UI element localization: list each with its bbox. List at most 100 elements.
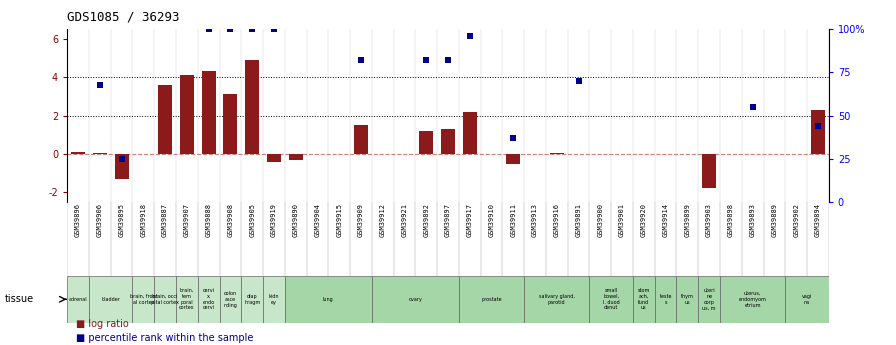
Bar <box>459 276 524 323</box>
Text: GSM39911: GSM39911 <box>511 203 516 237</box>
Text: brain,
tem
poral
cortex: brain, tem poral cortex <box>179 288 194 310</box>
Point <box>115 156 129 161</box>
Point <box>245 27 259 32</box>
Text: kidn
ey: kidn ey <box>269 294 280 305</box>
Bar <box>202 70 216 154</box>
Text: GSM39904: GSM39904 <box>314 203 321 237</box>
Bar <box>524 276 590 323</box>
Text: diap
hragm: diap hragm <box>244 294 260 305</box>
Text: GSM39906: GSM39906 <box>97 203 103 237</box>
Bar <box>462 112 477 154</box>
Text: ■ log ratio: ■ log ratio <box>76 319 129 329</box>
Point <box>92 82 107 87</box>
Text: GSM39912: GSM39912 <box>380 203 385 237</box>
Bar <box>241 276 263 323</box>
Text: GSM39909: GSM39909 <box>358 203 364 237</box>
Text: GSM39903: GSM39903 <box>706 203 712 237</box>
Point <box>354 58 368 63</box>
Bar <box>506 154 521 165</box>
Bar <box>633 276 655 323</box>
Text: GDS1085 / 36293: GDS1085 / 36293 <box>67 10 180 23</box>
Bar <box>590 276 633 323</box>
Point <box>745 104 760 110</box>
Bar <box>698 276 720 323</box>
Text: stom
ach,
fund
us: stom ach, fund us <box>638 288 650 310</box>
Bar <box>158 85 172 154</box>
Point <box>202 27 216 32</box>
Text: uterus,
endomyom
etrium: uterus, endomyom etrium <box>738 291 767 308</box>
Text: brain, occi
pital cortex: brain, occi pital cortex <box>151 294 179 305</box>
Point <box>441 58 455 63</box>
Bar <box>702 154 716 188</box>
Bar <box>372 276 459 323</box>
Text: uteri
ne
corp
us, m: uteri ne corp us, m <box>702 288 716 310</box>
Text: GSM39893: GSM39893 <box>750 203 755 237</box>
Bar <box>354 125 368 154</box>
Point <box>462 33 477 39</box>
Text: GSM39916: GSM39916 <box>554 203 560 237</box>
Bar <box>676 276 698 323</box>
Point <box>419 58 434 63</box>
Bar <box>720 276 785 323</box>
Text: GSM39918: GSM39918 <box>141 203 146 237</box>
Bar <box>115 154 129 179</box>
Point <box>267 27 281 32</box>
Text: GSM39921: GSM39921 <box>401 203 408 237</box>
Bar <box>550 153 564 154</box>
Text: GSM39917: GSM39917 <box>467 203 473 237</box>
Text: GSM39897: GSM39897 <box>445 203 451 237</box>
Point <box>811 123 825 129</box>
Text: small
bowel,
l. duod
denut: small bowel, l. duod denut <box>603 288 619 310</box>
Text: vagi
na: vagi na <box>802 294 813 305</box>
Text: GSM39913: GSM39913 <box>532 203 538 237</box>
Bar <box>71 152 85 154</box>
Text: GSM39896: GSM39896 <box>75 203 81 237</box>
Point <box>506 135 521 141</box>
Text: GSM39907: GSM39907 <box>184 203 190 237</box>
Text: cervi
x,
endo
cervi: cervi x, endo cervi <box>202 288 215 310</box>
Text: GSM39901: GSM39901 <box>619 203 625 237</box>
Text: thym
us: thym us <box>681 294 694 305</box>
Text: GSM39910: GSM39910 <box>488 203 495 237</box>
Text: GSM39905: GSM39905 <box>249 203 255 237</box>
Bar <box>223 93 237 154</box>
Text: GSM39887: GSM39887 <box>162 203 168 237</box>
Text: bladder: bladder <box>101 297 120 302</box>
Text: teste
s: teste s <box>659 294 672 305</box>
Text: salivary gland,
parotid: salivary gland, parotid <box>538 294 574 305</box>
Text: ovary: ovary <box>409 297 422 302</box>
Bar <box>133 276 154 323</box>
Point <box>223 27 237 32</box>
Bar <box>220 276 241 323</box>
Bar <box>176 276 198 323</box>
Text: GSM39898: GSM39898 <box>728 203 734 237</box>
Bar <box>180 75 194 154</box>
Text: GSM39902: GSM39902 <box>793 203 799 237</box>
Bar <box>655 276 676 323</box>
Bar <box>419 131 434 154</box>
Bar <box>198 276 220 323</box>
Text: brain, front
al cortex: brain, front al cortex <box>130 294 157 305</box>
Bar <box>263 276 285 323</box>
Text: GSM39915: GSM39915 <box>336 203 342 237</box>
Text: GSM39908: GSM39908 <box>228 203 233 237</box>
Bar <box>89 276 133 323</box>
Bar <box>441 129 455 154</box>
Text: GSM39888: GSM39888 <box>206 203 211 237</box>
Bar <box>267 154 281 161</box>
Bar <box>289 154 303 160</box>
Bar <box>811 110 825 154</box>
Text: GSM39894: GSM39894 <box>815 203 821 237</box>
Text: GSM39900: GSM39900 <box>598 203 603 237</box>
Bar <box>67 276 89 323</box>
Text: GSM39892: GSM39892 <box>423 203 429 237</box>
Text: GSM39920: GSM39920 <box>641 203 647 237</box>
Text: lung: lung <box>323 297 333 302</box>
Point <box>572 78 586 84</box>
Text: GSM39899: GSM39899 <box>685 203 690 237</box>
Bar <box>93 153 107 154</box>
Bar <box>246 60 259 154</box>
Text: GSM39891: GSM39891 <box>575 203 582 237</box>
Text: GSM39895: GSM39895 <box>118 203 125 237</box>
Bar <box>285 276 372 323</box>
